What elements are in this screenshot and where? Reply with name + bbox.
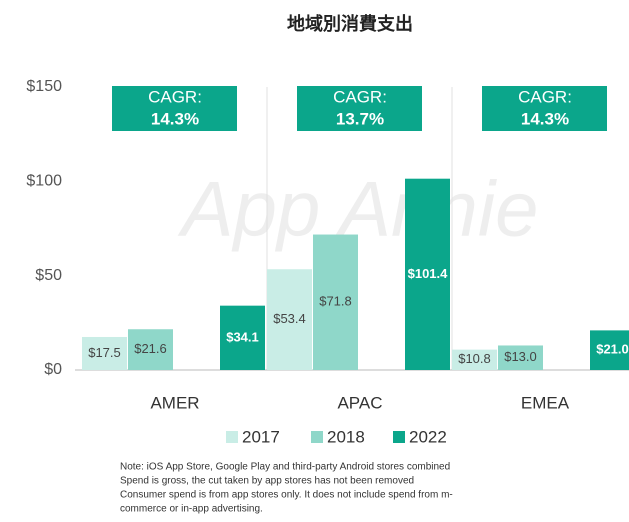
x-tick-label: APAC	[337, 393, 382, 412]
cagr-value: 13.7%	[336, 109, 384, 128]
value-label: $71.8	[319, 294, 352, 309]
note-line: commerce or in-app advertising.	[120, 504, 263, 515]
cagr-label: CAGR:	[518, 87, 572, 106]
chart-title: 地域別消費支出	[287, 13, 413, 34]
bar	[405, 178, 450, 370]
legend-swatch	[311, 431, 323, 443]
value-label: $34.1	[226, 329, 259, 344]
cagr-label: CAGR:	[333, 87, 387, 106]
x-tick-label: EMEA	[521, 393, 570, 412]
cagr-box	[482, 86, 607, 131]
note-line: Note: iOS App Store, Google Play and thi…	[120, 462, 450, 473]
value-label: $13.0	[504, 349, 537, 364]
legend-swatch	[393, 431, 405, 443]
value-label: $53.4	[273, 311, 306, 326]
bar	[590, 330, 629, 370]
bar	[498, 345, 543, 370]
bar	[452, 349, 497, 370]
value-label: $10.8	[458, 351, 491, 366]
value-label: $101.4	[408, 266, 449, 281]
cagr-label: CAGR:	[148, 87, 202, 106]
y-tick-label: $0	[44, 361, 62, 378]
bar	[128, 329, 173, 370]
bar	[313, 234, 358, 370]
cagr-box	[112, 86, 237, 131]
value-label: $21.0	[596, 342, 629, 357]
value-label: $21.6	[134, 341, 167, 356]
bar	[82, 336, 127, 370]
legend-label: 2018	[327, 427, 365, 446]
bar	[267, 269, 312, 370]
note-line: Spend is gross, the cut taken by app sto…	[120, 476, 414, 487]
value-label: $17.5	[88, 345, 121, 360]
legend-swatch	[226, 431, 238, 443]
y-tick-label: $50	[35, 267, 62, 284]
x-tick-label: AMER	[150, 393, 199, 412]
y-tick-label: $100	[26, 173, 62, 190]
legend-label: 2022	[409, 427, 447, 446]
cagr-value: 14.3%	[151, 109, 199, 128]
cagr-box	[297, 86, 422, 131]
legend-label: 2017	[242, 427, 280, 446]
y-tick-label: $150	[26, 78, 62, 95]
bar	[220, 305, 265, 370]
cagr-value: 14.3%	[521, 109, 569, 128]
note-line: Consumer spend is from app stores only. …	[120, 490, 453, 501]
